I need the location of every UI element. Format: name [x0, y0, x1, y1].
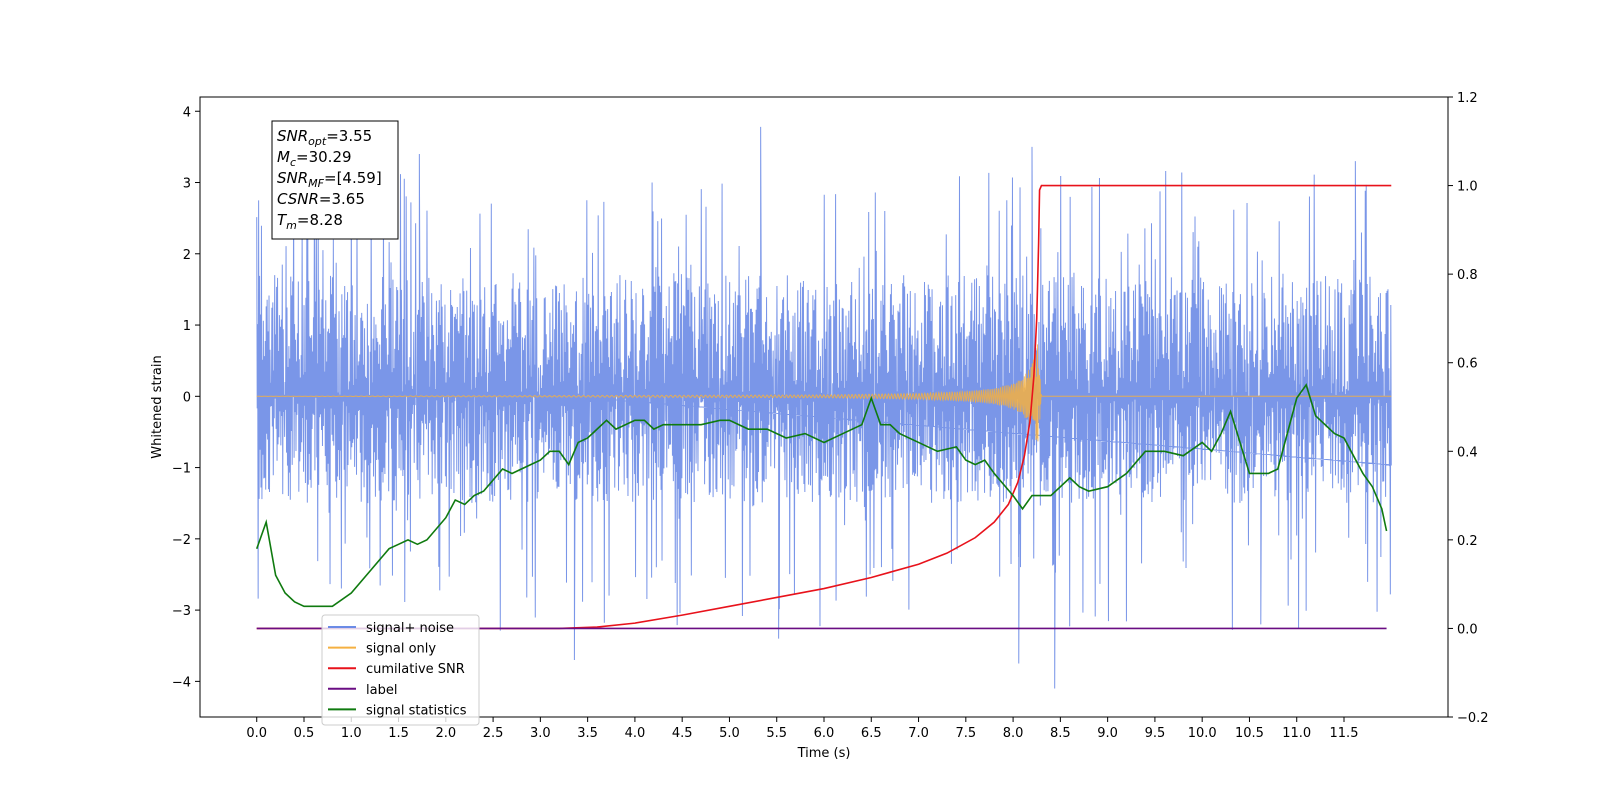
x-tick-label: 2.0	[435, 726, 456, 741]
x-tick-label: 5.5	[766, 726, 787, 741]
y-tick-label: 1	[183, 319, 191, 334]
y-tick-label: 2	[183, 248, 191, 263]
y2-tick-label: 0.2	[1457, 534, 1478, 549]
annotation-box: SNRopt=3.55Mc=30.29SNRMF=[4.59]CSNR=3.65…	[271, 120, 399, 240]
series-cumilative-snr-line	[256, 184, 1392, 630]
series-signal-noise-line	[256, 126, 1392, 689]
annotation-line: SNRopt=3.55	[277, 127, 372, 148]
x-tick-label: 10.5	[1235, 726, 1264, 741]
y-tick-label: −4	[172, 675, 191, 690]
y2-tick-label: 0.0	[1457, 622, 1478, 637]
x-tick-label: 2.5	[483, 726, 504, 741]
legend-label: signal statistics	[366, 703, 467, 718]
x-tick-label: 8.0	[1003, 726, 1024, 741]
x-tick-label: 3.5	[577, 726, 598, 741]
x-tick-label: 6.5	[861, 726, 882, 741]
x-tick-label: 6.0	[814, 726, 835, 741]
series-signal-only-line	[256, 344, 1392, 442]
y-axis-label: Whitened strain	[150, 355, 165, 458]
y-tick-label: −3	[172, 604, 191, 619]
x-tick-label: 1.0	[341, 726, 362, 741]
x-tick-label: 7.0	[908, 726, 929, 741]
x-tick-label: 3.0	[530, 726, 551, 741]
y2-tick-label: 1.2	[1457, 91, 1478, 106]
legend-label: signal only	[366, 642, 436, 657]
x-tick-label: 0.0	[246, 726, 267, 741]
series-signal-statistics-line	[255, 383, 1388, 608]
y-tick-label: 4	[183, 105, 191, 120]
x-tick-label: 5.0	[719, 726, 740, 741]
x-tick-label: 8.5	[1050, 726, 1071, 741]
y2-tick-label: 0.8	[1457, 268, 1478, 283]
x-tick-label: 9.0	[1097, 726, 1118, 741]
x-tick-label: 9.5	[1145, 726, 1166, 741]
legend-frame	[321, 614, 480, 726]
legend-label: cumilative SNR	[366, 662, 465, 677]
annotation-line: SNRMF=[4.59]	[277, 169, 382, 190]
y-tick-label: 3	[183, 177, 191, 192]
x-axis-label: Time (s)	[797, 746, 851, 761]
y2-axis-ticks: 1.2 1.0 0.8 0.6 0.4 0.2 0.0 −0.2	[1448, 91, 1489, 726]
x-tick-label: 4.5	[672, 726, 693, 741]
y-axis-ticks: 4 3 2 1 0 −1 −2 −3 −4	[172, 105, 200, 690]
y-tick-label: −2	[172, 533, 191, 548]
legend-label: label	[366, 683, 397, 698]
annotation-line: Tm=8.28	[277, 211, 343, 232]
x-tick-label: 11.0	[1282, 726, 1311, 741]
x-tick-label: 4.0	[625, 726, 646, 741]
y-tick-label: −1	[172, 462, 191, 477]
legend-label: signal+ noise	[366, 621, 454, 636]
y2-tick-label: 0.4	[1457, 445, 1478, 460]
annotation-line: Mc=30.29	[277, 148, 352, 169]
x-tick-label: 10.0	[1188, 726, 1217, 741]
x-tick-label: 1.5	[388, 726, 409, 741]
x-tick-label: 11.5	[1330, 726, 1359, 741]
x-tick-label: 7.5	[955, 726, 976, 741]
y2-tick-label: 0.6	[1457, 357, 1478, 372]
annotation-frame	[271, 120, 399, 240]
legend: signal+ noise signal only cumilative SNR la…	[321, 614, 480, 726]
annotation-line: CSNR=3.65	[277, 190, 365, 208]
y2-tick-label: −0.2	[1457, 711, 1489, 726]
y-tick-label: 0	[183, 390, 191, 405]
x-axis-ticks: 0.0 0.5 1.0 1.5 2.0 2.5 3.0 3.5 4.0 4.5 5.0 5.5 6.0 6…	[246, 717, 1358, 741]
y2-tick-label: 1.0	[1457, 180, 1478, 195]
x-tick-label: 0.5	[294, 726, 315, 741]
plot-area	[255, 126, 1392, 689]
